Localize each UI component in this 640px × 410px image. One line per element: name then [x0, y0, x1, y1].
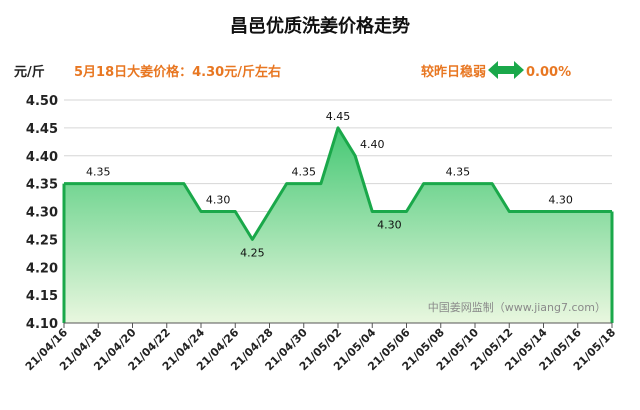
data-label: 4.35: [86, 166, 111, 179]
change-value: 0.00%: [526, 65, 571, 80]
data-label: 4.25: [240, 246, 265, 259]
y-tick-label: 4.30: [26, 206, 58, 221]
data-label: 4.35: [446, 166, 471, 179]
data-label: 4.30: [206, 194, 231, 207]
y-tick-label: 4.15: [26, 289, 58, 304]
y-tick-label: 4.20: [26, 261, 58, 276]
y-tick-label: 4.45: [26, 122, 58, 137]
y-tick-label: 4.40: [26, 150, 58, 165]
data-label: 4.30: [377, 219, 402, 232]
y-axis-ticks: 4.50 4.45 4.40 4.35 4.30 4.25 4.20 4.15 4.10: [26, 94, 58, 332]
series-line: [64, 126, 612, 241]
area-series: [62, 126, 614, 324]
data-label: 4.40: [360, 138, 385, 151]
data-label: 4.45: [326, 110, 351, 123]
y-axis-unit: 元/斤: [14, 64, 45, 80]
area-fill: [64, 127, 612, 324]
chart-title: 昌邑优质洗姜价格走势: [230, 15, 410, 37]
data-label: 4.30: [548, 194, 573, 207]
y-tick-label: 4.25: [26, 233, 58, 248]
y-tick-label: 4.10: [26, 317, 58, 332]
data-label: 4.35: [292, 166, 317, 179]
double-arrow-icon: [488, 61, 524, 79]
price-summary: 5月18日大姜价格：4.30元/斤左右: [74, 64, 281, 80]
data-labels: 4.35 4.30 4.25 4.35 4.45 4.40 4.30 4.35 4.30: [86, 110, 573, 260]
watermark: 中国姜网监制（www.jiang7.com）: [428, 300, 606, 314]
y-tick-label: 4.50: [26, 94, 58, 109]
y-tick-label: 4.35: [26, 178, 58, 193]
x-axis-ticks: 21/04/1621/04/1821/04/2021/04/2221/04/24…: [23, 323, 618, 373]
change-label: 较昨日稳弱: [421, 64, 486, 80]
